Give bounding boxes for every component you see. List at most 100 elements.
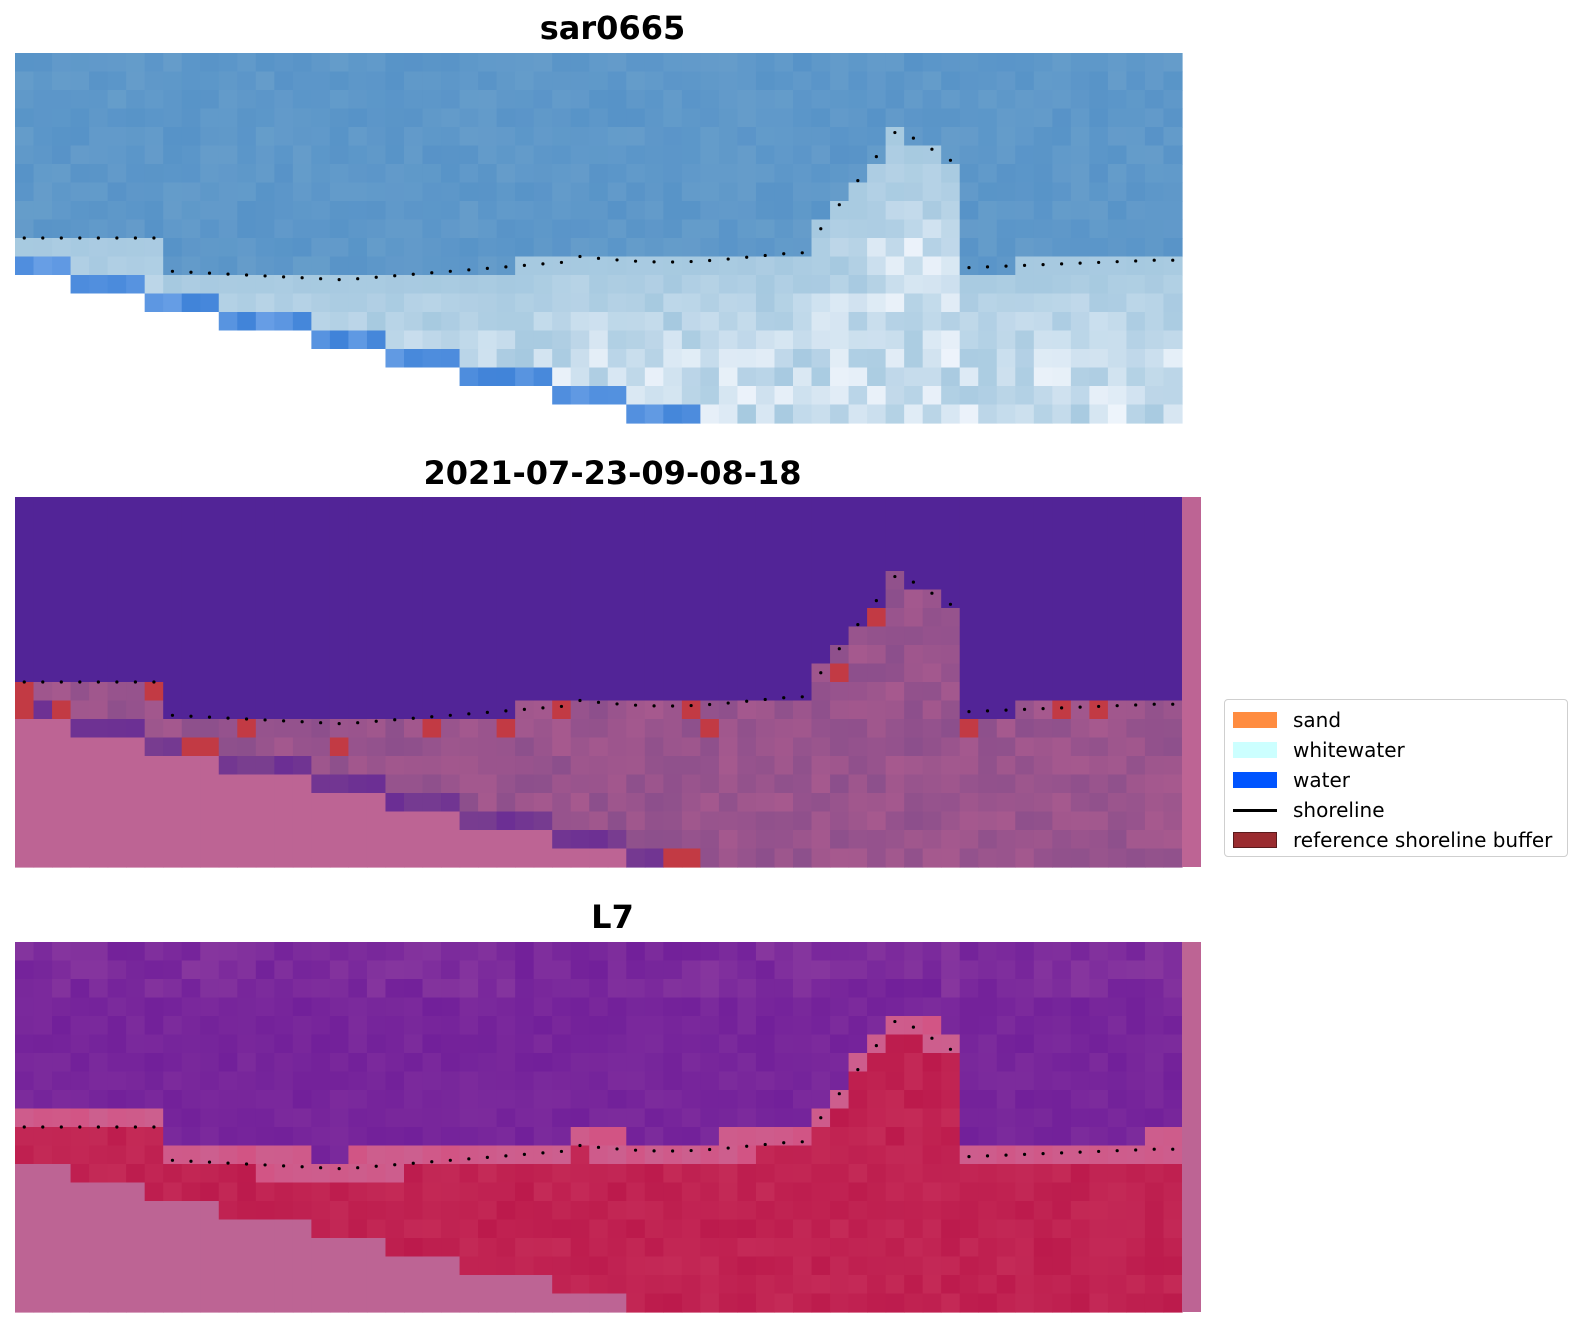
image-pixel	[422, 1182, 442, 1202]
image-pixel	[15, 1219, 35, 1239]
image-pixel	[422, 1145, 442, 1165]
image-pixel	[200, 1090, 220, 1110]
image-pixel	[811, 997, 831, 1017]
image-pixel	[200, 663, 220, 683]
image-pixel	[793, 238, 813, 258]
image-pixel	[904, 90, 924, 110]
image-pixel	[885, 515, 905, 535]
image-pixel	[681, 275, 701, 295]
image-pixel	[1126, 1256, 1146, 1276]
image-pixel	[978, 515, 998, 535]
image-pixel	[552, 275, 572, 295]
image-pixel	[533, 497, 553, 517]
image-pixel	[274, 312, 294, 332]
image-pixel	[255, 626, 275, 646]
image-pixel	[52, 534, 72, 554]
image-pixel	[718, 737, 739, 757]
image-pixel	[181, 182, 201, 202]
image-pixel	[1070, 997, 1090, 1017]
image-pixel	[663, 1275, 683, 1295]
image-pixel	[348, 90, 368, 110]
image-pixel	[496, 293, 516, 313]
image-pixel	[978, 811, 998, 831]
image-pixel	[107, 1164, 127, 1184]
image-pixel	[15, 1164, 35, 1184]
image-pixel	[459, 700, 479, 720]
image-pixel	[15, 1182, 35, 1202]
image-pixel	[533, 1090, 553, 1110]
image-pixel	[292, 1164, 312, 1184]
image-pixel	[867, 108, 887, 128]
shoreline-point	[41, 1125, 45, 1129]
shoreline-point	[226, 272, 230, 276]
image-pixel	[181, 515, 201, 535]
image-pixel	[1033, 645, 1053, 665]
image-pixel	[200, 219, 220, 239]
image-pixel	[404, 53, 424, 73]
image-pixel	[885, 386, 905, 406]
image-pixel	[329, 1275, 350, 1295]
image-pixel	[904, 811, 924, 831]
image-pixel	[385, 1164, 405, 1184]
image-pixel	[1126, 349, 1146, 369]
image-pixel	[255, 571, 275, 591]
image-pixel	[1089, 1108, 1109, 1128]
image-pixel	[1107, 756, 1128, 776]
image-pixel	[422, 589, 442, 609]
image-pixel	[1163, 552, 1183, 572]
image-pixel	[366, 1182, 387, 1202]
image-pixel	[737, 719, 757, 739]
image-pixel	[441, 979, 461, 999]
image-pixel	[867, 700, 887, 720]
image-pixel	[496, 330, 516, 350]
image-pixel	[570, 552, 590, 572]
image-pixel	[70, 53, 90, 73]
image-pixel	[552, 238, 572, 258]
image-pixel	[107, 960, 127, 980]
image-pixel	[793, 589, 813, 609]
shoreline-point	[189, 270, 193, 274]
image-pixel	[441, 256, 461, 276]
image-pixel	[181, 608, 201, 628]
image-pixel	[996, 848, 1016, 868]
image-pixel	[774, 645, 794, 665]
image-pixel	[978, 830, 998, 850]
image-pixel	[52, 256, 72, 276]
image-pixel	[996, 293, 1016, 313]
image-pixel	[126, 182, 146, 202]
image-pixel	[959, 608, 979, 628]
image-pixel	[200, 1238, 220, 1258]
image-pixel	[1015, 53, 1035, 73]
image-pixel	[107, 589, 127, 609]
image-pixel	[459, 293, 479, 313]
image-pixel	[607, 1053, 627, 1073]
shoreline-point	[819, 1116, 823, 1120]
image-pixel	[163, 1293, 183, 1313]
image-pixel	[89, 1127, 109, 1147]
image-pixel	[107, 127, 127, 147]
image-pixel	[70, 830, 90, 850]
image-pixel	[1144, 719, 1165, 739]
image-pixel	[329, 497, 350, 517]
image-pixel	[681, 534, 701, 554]
image-pixel	[1126, 719, 1146, 739]
image-pixel	[441, 182, 461, 202]
image-pixel	[626, 330, 646, 350]
image-pixel	[15, 589, 35, 609]
image-pixel	[218, 201, 238, 221]
shoreline-point	[596, 700, 601, 704]
image-pixel	[1144, 164, 1165, 184]
image-pixel	[978, 589, 998, 609]
image-pixel	[1163, 645, 1183, 665]
image-pixel	[1052, 1127, 1072, 1147]
image-pixel	[181, 90, 201, 110]
image-pixel	[848, 811, 868, 831]
image-pixel	[570, 1201, 590, 1221]
image-pixel	[478, 571, 498, 591]
image-pixel	[996, 164, 1016, 184]
image-pixel	[867, 515, 887, 535]
image-pixel	[589, 1293, 609, 1313]
image-pixel	[793, 830, 813, 850]
image-pixel	[292, 552, 312, 572]
image-pixel	[200, 182, 220, 202]
